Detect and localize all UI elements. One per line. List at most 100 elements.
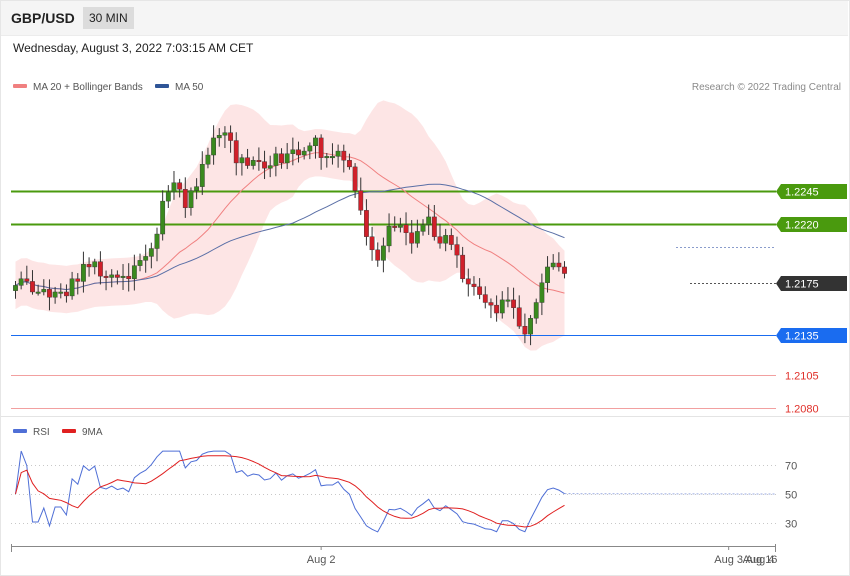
rsi-line xyxy=(15,450,565,533)
bollinger-bands xyxy=(15,100,565,351)
candle-body xyxy=(75,278,81,282)
candle-body xyxy=(120,275,126,278)
level-label-box-1.2245 xyxy=(776,184,847,199)
legend-swatch-9ma xyxy=(62,429,76,433)
candlesticks xyxy=(13,125,567,346)
candle-body xyxy=(52,291,58,298)
legend-swatch-rsi xyxy=(13,429,27,433)
legend-label-rsi: RSI xyxy=(33,427,50,438)
candle-body xyxy=(177,182,183,190)
rsi-9ma-line xyxy=(15,455,565,528)
candle-body xyxy=(256,160,262,163)
candle-body xyxy=(279,153,284,164)
candle-body xyxy=(194,186,200,191)
candle-body xyxy=(188,190,194,208)
candle-body xyxy=(69,278,75,297)
header-bar: GBP/USD 30 MIN xyxy=(0,0,848,36)
level-label-1.2175: 1.2175 xyxy=(785,279,819,291)
candle-body xyxy=(369,236,375,251)
candle-body xyxy=(505,299,511,302)
level-label-box-1.2175 xyxy=(776,276,847,291)
rsi-tick-label-30: 30 xyxy=(785,519,797,531)
legend-rsi: RSI 9MA xyxy=(13,427,103,438)
x-tick-label: Aug 4 xyxy=(746,554,775,566)
x-tick-label: Aug 2 xyxy=(307,554,336,566)
candle-body xyxy=(516,307,522,327)
candle-body xyxy=(381,245,386,261)
candle-body xyxy=(556,262,562,268)
x-tick-label: Aug 16 xyxy=(743,554,778,566)
candle-body xyxy=(199,164,205,187)
level-label-1.2080: 1.2080 xyxy=(785,404,819,416)
candle-body xyxy=(545,266,550,283)
candle-body xyxy=(290,149,296,154)
legend-swatch-ma20 xyxy=(13,84,27,88)
candle-body xyxy=(211,137,216,156)
level-label-box-1.2135 xyxy=(776,328,847,343)
credit-text: Research © 2022 Trading Central xyxy=(692,82,841,93)
candle-body xyxy=(386,225,392,247)
candle-body xyxy=(182,189,188,208)
level-label-1.2135: 1.2135 xyxy=(785,331,819,343)
candle-body xyxy=(58,291,64,294)
x-tick-label: Aug 3 xyxy=(714,554,743,566)
candle-body xyxy=(420,224,426,232)
candle-body xyxy=(318,137,324,158)
interval-badge[interactable]: 30 MIN xyxy=(83,7,134,29)
candle-body xyxy=(148,248,154,257)
candle-body xyxy=(301,150,307,156)
legend-main: MA 20 + Bollinger Bands MA 50 xyxy=(13,82,204,93)
legend-swatch-ma50 xyxy=(155,84,169,88)
rsi-tick-label-50: 50 xyxy=(785,490,797,502)
candle-body xyxy=(143,256,149,261)
candle-body xyxy=(97,261,103,277)
candle-body xyxy=(358,190,364,211)
candle-body xyxy=(47,289,52,298)
legend-label-ma50: MA 50 xyxy=(175,82,204,93)
candle-body xyxy=(533,302,539,319)
candle-body xyxy=(414,231,420,244)
candle-body xyxy=(228,132,233,141)
legend-label-9ma: 9MA xyxy=(82,427,103,438)
candle-body xyxy=(131,265,137,279)
candle-body xyxy=(245,157,250,166)
candle-body xyxy=(13,285,18,291)
candle-body xyxy=(284,153,290,164)
symbol-title: GBP/USD xyxy=(11,10,75,26)
candle-body xyxy=(341,150,347,161)
candle-body xyxy=(109,274,115,278)
candle-body xyxy=(114,274,120,278)
candle-body xyxy=(250,160,256,166)
candle-body xyxy=(24,278,30,282)
candle-body xyxy=(216,135,222,139)
level-lines xyxy=(11,190,776,409)
candle-body xyxy=(64,291,69,297)
candle-body xyxy=(267,165,273,169)
candle-body xyxy=(239,157,245,164)
candle-body xyxy=(471,283,477,287)
candle-body xyxy=(103,275,109,278)
rsi-tick-label-70: 70 xyxy=(785,461,797,473)
candle-body xyxy=(550,262,556,268)
candle-body xyxy=(262,161,267,169)
candle-body xyxy=(154,233,160,249)
candle-body xyxy=(522,326,528,335)
candle-body xyxy=(482,294,488,303)
candle-body xyxy=(454,244,460,256)
candle-body xyxy=(528,318,533,335)
candle-body xyxy=(499,299,505,314)
candle-body xyxy=(205,154,211,165)
level-label-1.2245: 1.2245 xyxy=(785,187,819,199)
candle-body xyxy=(335,150,341,157)
candle-body xyxy=(437,236,443,244)
candle-body xyxy=(35,291,41,294)
level-label-1.2105: 1.2105 xyxy=(785,371,819,383)
candle-body xyxy=(364,210,369,237)
candle-body xyxy=(296,149,301,156)
candle-body xyxy=(307,145,313,152)
candle-body xyxy=(92,261,98,268)
rsi-panel: 70 50 30 xyxy=(11,450,797,533)
ma50-line xyxy=(15,183,565,291)
